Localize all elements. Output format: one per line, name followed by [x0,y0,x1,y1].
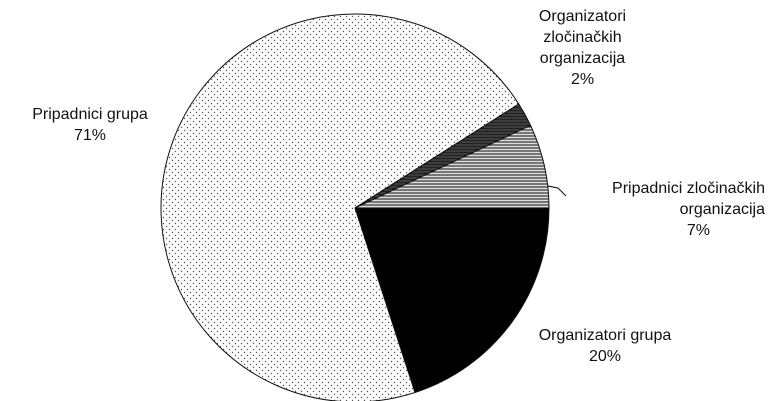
slice-label: Organizatori grupa [538,327,672,344]
label: Pripadnici grupa 71% [5,104,175,146]
pie-slice [354,207,550,394]
label: Pripadnici zločinačkih organizacija 7% [560,178,765,241]
pie-slice [160,13,520,401]
value-label: 2% [570,71,595,88]
label: Organizatori grupa 20% [510,325,700,367]
pie-slice [354,124,550,209]
slice-label: Pripadnici zločinačkih organizacija [612,180,765,218]
value-label: 7% [686,222,710,239]
value-label: 20% [588,348,622,365]
leader-line [547,185,567,197]
label: Organizatori zločinačkih organizacija 2% [520,6,645,90]
slice-label: Pripadnici grupa [32,106,148,123]
value-label: 71% [73,127,107,144]
slice-label: Organizatori zločinačkih organizacija [538,8,627,67]
